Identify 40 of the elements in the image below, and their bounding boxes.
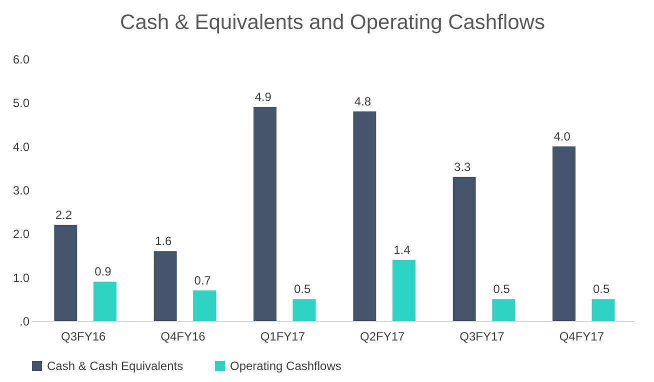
bar xyxy=(353,111,376,321)
legend-label: Operating Cashflows xyxy=(230,359,342,373)
data-label: 4.8 xyxy=(354,94,372,108)
bar xyxy=(292,299,316,321)
chart-title: Cash & Equivalents and Operating Cashflows xyxy=(120,11,545,34)
y-tick-label: 5.0 xyxy=(12,96,30,110)
data-label: 0.5 xyxy=(294,282,311,296)
y-tick-label: 1.0 xyxy=(12,270,30,285)
y-tick-label: 4.0 xyxy=(12,140,30,154)
data-label: 4.0 xyxy=(554,129,571,144)
data-label: 4.9 xyxy=(254,90,272,104)
data-label: 2.2 xyxy=(55,208,72,222)
bar xyxy=(54,224,78,321)
bar xyxy=(193,290,216,321)
y-tick-label: .0 xyxy=(19,314,30,328)
x-tick-label: Q3FY16 xyxy=(60,330,106,344)
x-tick-label: Q1FY17 xyxy=(260,330,306,344)
x-tick-label: Q4FY16 xyxy=(160,330,206,344)
bar xyxy=(254,107,276,321)
data-label: 0.7 xyxy=(194,273,212,288)
y-tick-label: 2.0 xyxy=(12,227,30,242)
bar xyxy=(592,299,615,321)
bar xyxy=(452,176,476,321)
y-tick-label: 6.0 xyxy=(12,52,30,66)
bar xyxy=(93,282,116,321)
data-label: 0.5 xyxy=(592,282,610,296)
bar xyxy=(154,251,177,321)
legend-label: Cash & Cash Equivalents xyxy=(47,359,184,373)
x-tick-label: Q3FY17 xyxy=(460,330,505,344)
y-tick-label: 3.0 xyxy=(12,184,30,198)
data-label: 1.4 xyxy=(394,242,411,257)
data-label: 0.9 xyxy=(94,264,112,279)
x-tick-label: Q2FY17 xyxy=(360,330,405,344)
x-tick-label: Q4FY17 xyxy=(559,330,604,344)
bar xyxy=(552,146,576,321)
bar xyxy=(492,299,516,321)
bar xyxy=(392,260,416,321)
data-label: 0.5 xyxy=(493,282,510,296)
data-label: 1.6 xyxy=(155,234,172,248)
data-label: 3.3 xyxy=(454,160,472,174)
